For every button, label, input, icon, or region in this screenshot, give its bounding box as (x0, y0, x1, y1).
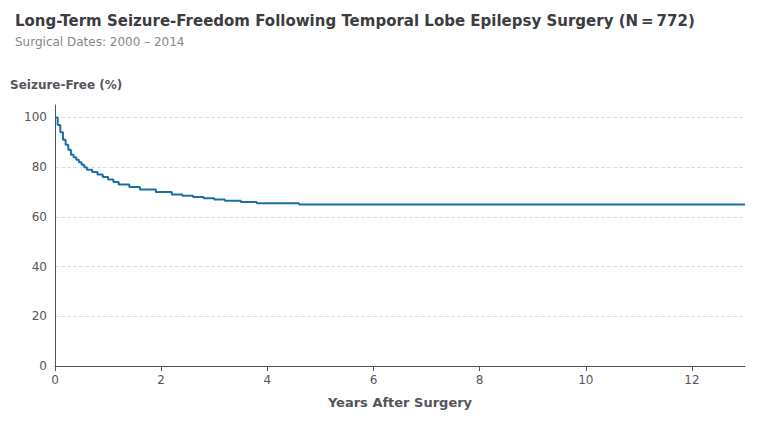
svg-text:100: 100 (24, 110, 47, 124)
svg-text:80: 80 (32, 160, 47, 174)
svg-text:12: 12 (684, 373, 699, 387)
svg-text:40: 40 (32, 260, 47, 274)
svg-text:Years After Surgery: Years After Surgery (327, 395, 473, 410)
svg-text:4: 4 (263, 373, 271, 387)
svg-text:0: 0 (39, 359, 47, 373)
svg-text:2: 2 (157, 373, 165, 387)
svg-text:20: 20 (32, 309, 47, 323)
svg-text:Long-Term Seizure-Freedom Foll: Long-Term Seizure-Freedom Following Temp… (15, 12, 695, 30)
svg-text:Seizure-Free (%): Seizure-Free (%) (10, 78, 122, 92)
svg-text:Surgical Dates: 2000 – 2014: Surgical Dates: 2000 – 2014 (15, 35, 185, 49)
svg-text:60: 60 (32, 210, 47, 224)
svg-text:6: 6 (370, 373, 378, 387)
svg-text:10: 10 (578, 373, 593, 387)
svg-text:8: 8 (476, 373, 484, 387)
svg-text:0: 0 (51, 373, 59, 387)
